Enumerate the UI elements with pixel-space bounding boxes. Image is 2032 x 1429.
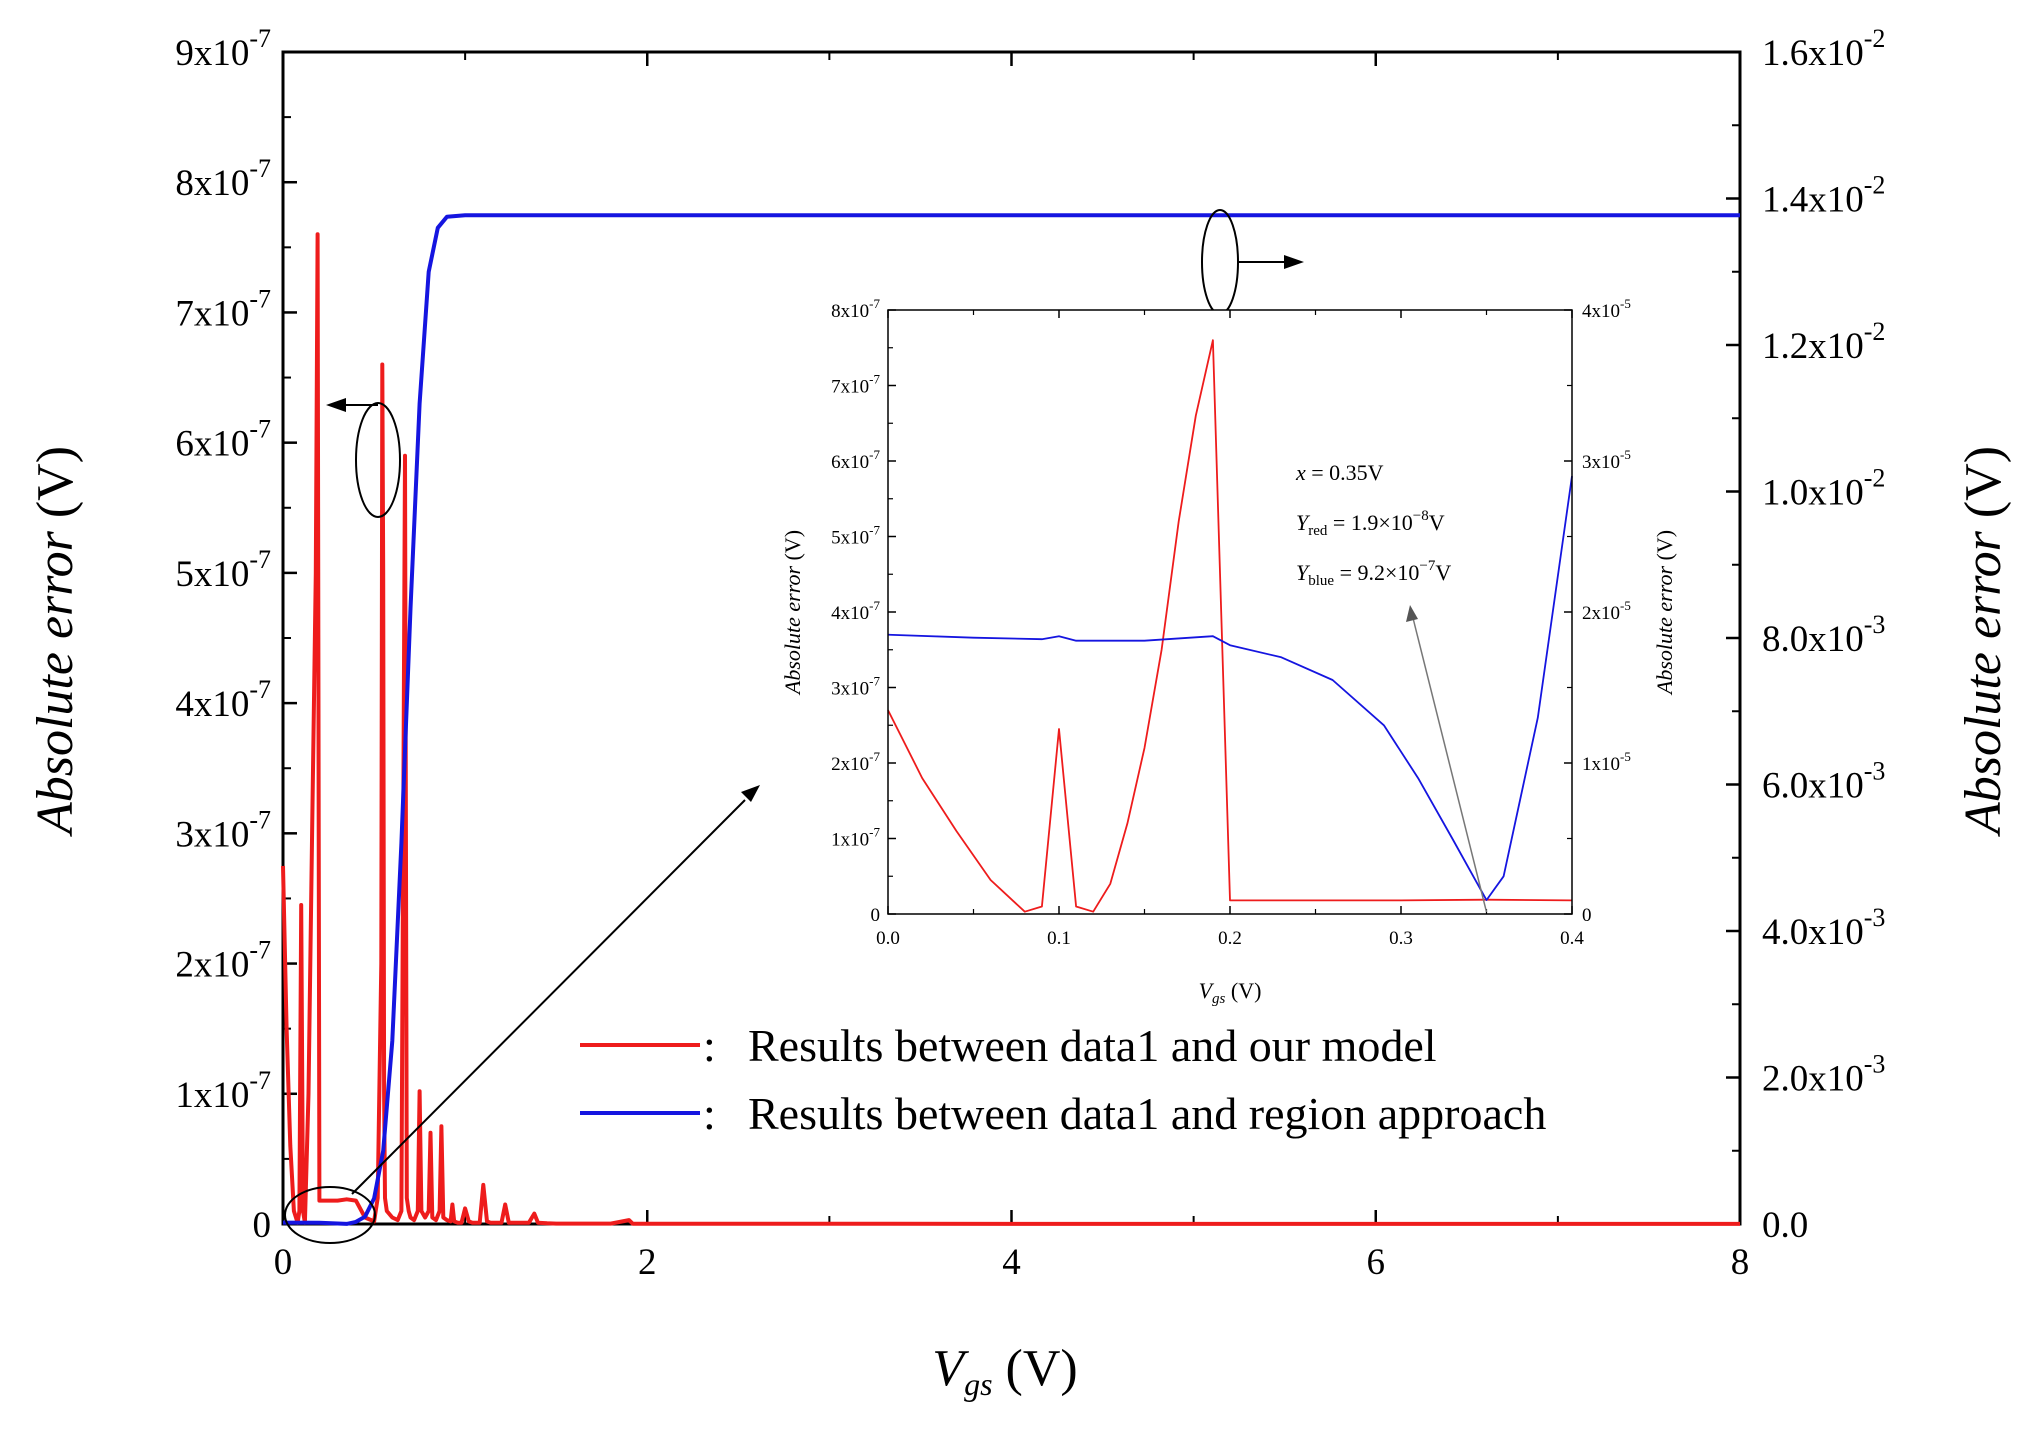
main-series-line-1 (282, 213, 1740, 1226)
inset-annotation-arrowhead (1406, 605, 1418, 622)
main-y2-tick-label: 1.2x10-2 (1762, 317, 1885, 367)
inset-y-tick-label: 6x10-7 (831, 447, 880, 473)
main-y-tick-label: 3x10-7 (175, 805, 271, 855)
inset-y-tick-label: 3x10-7 (831, 674, 880, 700)
right-axis-arrowhead (1284, 255, 1304, 269)
main-y-tick-label: 8x10-7 (175, 154, 271, 204)
inset-x-tick-label: 0.2 (1218, 928, 1242, 949)
main-y2-tick-label: 4.0x10-3 (1762, 903, 1885, 953)
zoom-arrow (351, 799, 746, 1195)
inset-x-axis-title: Vgs (V) (1199, 978, 1262, 1007)
main-x-tick-label: 2 (638, 1242, 657, 1283)
inset-y2-tick-label: 1x10-5 (1582, 749, 1631, 775)
inset-x-tick-label: 0.4 (1560, 928, 1584, 949)
main-x-tick-label: 8 (1731, 1242, 1750, 1283)
legend-label-blue: Results between data1 and region approac… (748, 1088, 1546, 1139)
inset-x-tick-label: 0.0 (876, 928, 900, 949)
inset-series-line-1 (887, 475, 1573, 901)
main-y2-axis-title: Absolute error (V) (1955, 446, 2012, 837)
main-y-axis-title: Absolute error (V) (27, 446, 84, 837)
legend-separator-blue: : (703, 1088, 716, 1139)
inset-y2-tick-label: 0 (1582, 905, 1592, 926)
inset-y2-tick-label: 4x10-5 (1582, 296, 1631, 322)
main-x-axis-title: Vgs (V) (932, 1340, 1077, 1402)
inset-annotation-yblue: Yblue = 9.2×10−7V (1296, 558, 1451, 589)
inset-y-tick-label: 8x10-7 (831, 296, 880, 322)
inset-y2-axis-title: Absolute error (V) (1652, 530, 1677, 696)
main-series-line-0 (281, 232, 1740, 1226)
inset-y-tick-label: 4x10-7 (831, 598, 880, 624)
inset-x-tick-label: 0.3 (1389, 928, 1413, 949)
main-y-tick-label: 2x10-7 (175, 936, 271, 986)
main-y2-tick-label: 1.6x10-2 (1762, 24, 1885, 74)
inset-y2-tick-label: 2x10-5 (1582, 598, 1631, 624)
main-y-tick-label: 4x10-7 (175, 675, 271, 725)
inset-y-tick-label: 7x10-7 (831, 372, 880, 398)
main-y-tick-label: 1x10-7 (175, 1066, 271, 1116)
zoom-arrowhead (741, 785, 760, 802)
main-y2-tick-label: 8.0x10-3 (1762, 610, 1885, 660)
main-y2-tick-label: 1.0x10-2 (1762, 464, 1885, 514)
inset-annotation-yred: Yred = 1.9×10−8V (1296, 508, 1445, 539)
main-y2-tick-label: 6.0x10-3 (1762, 757, 1885, 807)
inset-y-tick-label: 5x10-7 (831, 523, 880, 549)
main-y2-tick-label: 1.4x10-2 (1762, 171, 1885, 221)
main-y-tick-label: 7x10-7 (175, 284, 271, 334)
main-y-tick-label: 9x10-7 (175, 24, 271, 74)
zoom-region-ellipse (284, 1186, 376, 1244)
left-axis-ellipse (355, 402, 401, 518)
main-x-tick-label: 4 (1002, 1242, 1021, 1283)
inset-y2-tick-label: 3x10-5 (1582, 447, 1631, 473)
inset-y-axis-title: Absolute error (V) (780, 530, 805, 696)
inset-y-tick-label: 0 (871, 905, 881, 926)
inset-annotation-arrow (1412, 617, 1488, 913)
main-y-tick-label: 6x10-7 (175, 415, 271, 465)
main-x-tick-label: 6 (1367, 1242, 1386, 1283)
inset-series-line-0 (887, 339, 1573, 913)
legend: : Results between data1 and our model : … (580, 1020, 1546, 1139)
inset-y-tick-label: 1x10-7 (831, 825, 880, 851)
left-axis-arrowhead (326, 398, 346, 412)
main-x-tick-label: 0 (274, 1242, 293, 1283)
main-y-tick-label: 0 (253, 1205, 272, 1246)
main-y2-tick-label: 2.0x10-3 (1762, 1050, 1885, 1100)
legend-separator-red: : (703, 1020, 716, 1071)
inset-y-tick-label: 2x10-7 (831, 749, 880, 775)
inset-annotation-x: x = 0.35V (1295, 460, 1384, 485)
main-y-tick-label: 5x10-7 (175, 545, 271, 595)
main-y2-tick-label: 0.0 (1762, 1205, 1808, 1246)
inset-x-tick-label: 0.1 (1047, 928, 1071, 949)
inset-background (888, 310, 1572, 914)
legend-label-red: Results between data1 and our model (748, 1020, 1437, 1071)
